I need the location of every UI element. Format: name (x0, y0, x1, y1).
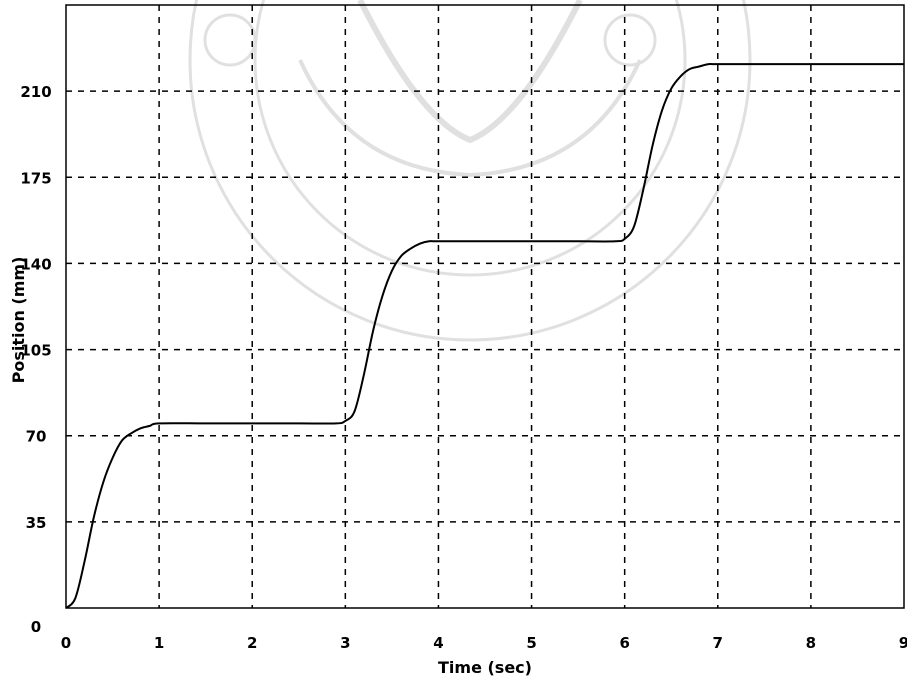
y-tick-label: 105 (20, 342, 51, 360)
y-tick-labels: 0 35 70 105 140 175 210 (20, 83, 51, 636)
x-tick-label: 2 (247, 634, 257, 652)
y-axis-label: Position (mm) (9, 257, 28, 384)
x-tick-label: 7 (713, 634, 723, 652)
y-tick-label: 70 (26, 428, 47, 446)
x-tick-label: 1 (154, 634, 164, 652)
y-tick-label: 210 (20, 83, 51, 101)
position-curve (65, 62, 904, 609)
x-tick-label: 0 (61, 634, 71, 652)
y-tick-label: 175 (20, 169, 51, 187)
x-tick-label: 9 (899, 634, 907, 652)
x-tick-label: 8 (806, 634, 816, 652)
plot-frame (65, 4, 905, 609)
university-seal-watermark (188, 0, 752, 342)
x-tick-label: 3 (340, 634, 350, 652)
grid-lines (66, 5, 904, 608)
x-tick-label: 5 (526, 634, 536, 652)
y-tick-label: 0 (31, 618, 41, 636)
x-tick-label: 4 (433, 634, 443, 652)
y-tick-label: 35 (26, 514, 47, 532)
y-tick-label: 140 (20, 255, 51, 273)
x-axis-label: Time (sec) (438, 658, 532, 677)
x-tick-labels: 0 1 2 3 4 5 6 7 8 9 (61, 634, 907, 652)
x-tick-label: 6 (619, 634, 629, 652)
